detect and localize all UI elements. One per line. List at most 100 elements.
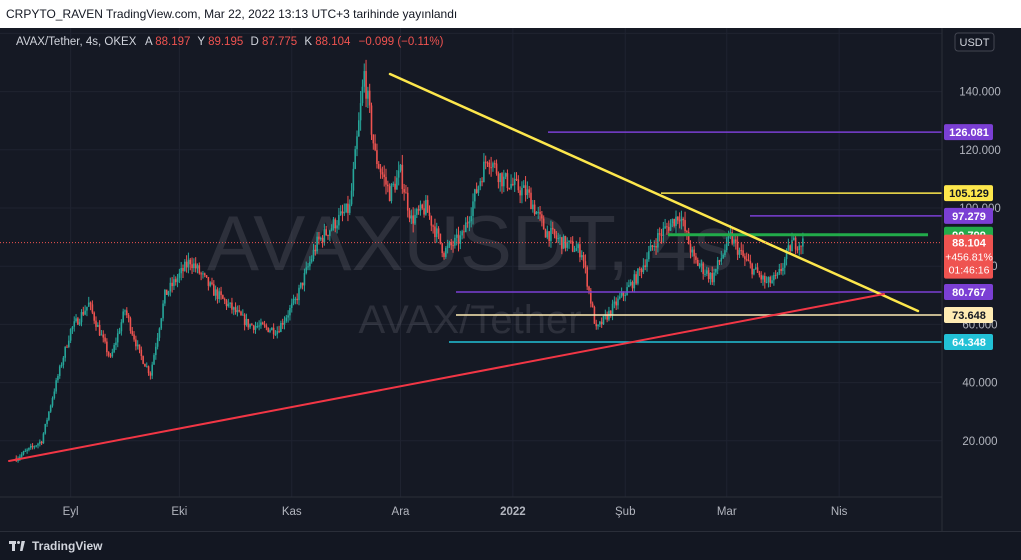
candle-body [715, 268, 717, 273]
candle-body [455, 234, 458, 238]
candle-body [102, 334, 105, 338]
price-axis[interactable]: 20.00040.00060.00080.000100.000120.00014… [959, 87, 1001, 448]
candle-body [60, 364, 63, 367]
candle-body [495, 163, 498, 174]
candle-body [620, 292, 623, 297]
candle-body [359, 103, 362, 121]
candle-body [461, 231, 463, 236]
candle-body [100, 334, 103, 336]
candle-body [312, 249, 315, 260]
level-price-label: 73.648 [952, 310, 986, 322]
candle-body [339, 211, 342, 215]
tradingview-logo[interactable]: TradingView [9, 539, 102, 553]
trend-line [388, 72, 920, 313]
level-price-label: 126.081 [949, 127, 989, 139]
candle-body [677, 216, 679, 221]
candle-body [510, 183, 512, 189]
candle-body [327, 235, 329, 237]
candle-body [209, 282, 211, 286]
candle-body [591, 303, 594, 307]
candle-body [307, 266, 309, 268]
candle-body [662, 228, 665, 236]
candle-body [687, 231, 690, 245]
candle-body [348, 204, 351, 213]
candle-body [46, 419, 48, 424]
candle-body [454, 237, 456, 246]
candle-body [243, 314, 246, 326]
candle-body [256, 326, 259, 328]
candle-body [401, 164, 404, 190]
candle-body [700, 263, 703, 266]
candle-body [116, 333, 119, 343]
candle-body [20, 454, 23, 457]
candle-body [57, 375, 59, 381]
candle-body [629, 282, 632, 286]
candle-body [97, 325, 99, 327]
candle-body [347, 203, 349, 213]
candle-body [343, 212, 346, 214]
candle-body [468, 221, 471, 223]
candle-body [82, 312, 85, 315]
candle-body [318, 236, 320, 240]
candle-body [590, 290, 592, 304]
candle-body [372, 134, 375, 144]
candle-body [490, 167, 492, 169]
candle-body [725, 238, 728, 251]
candle-body [642, 265, 645, 273]
candle-body [488, 162, 491, 168]
candle-body [609, 310, 612, 316]
candle-body [189, 259, 192, 265]
candle-body [62, 357, 65, 365]
last-price-tag [944, 234, 993, 279]
currency-button[interactable]: USDT [960, 37, 990, 49]
candle-body [358, 120, 360, 137]
candle-body [584, 261, 587, 268]
candle-body [42, 433, 45, 444]
candle-body [193, 263, 195, 269]
currency-button-bg[interactable] [954, 32, 995, 52]
candle-body [66, 346, 68, 348]
horizontal-levels[interactable] [449, 131, 942, 343]
candle-body [597, 324, 599, 327]
candle-body [283, 321, 286, 325]
candle-body [392, 183, 395, 185]
candle-body [225, 300, 228, 307]
candle-body [381, 172, 384, 175]
candle-body [789, 245, 791, 252]
candle-body [370, 105, 373, 135]
candle-body [637, 268, 639, 284]
candle-body [599, 321, 601, 325]
candle-body [671, 219, 674, 224]
candle-body [218, 291, 221, 299]
candle-body [167, 291, 170, 295]
candle-body [269, 330, 271, 333]
candle-body [323, 229, 326, 243]
candle-body [541, 214, 543, 219]
candle-body [334, 219, 337, 229]
price-chart[interactable]: AVAXUSDT, 4s AVAX/Tether 20.00040.00060.… [0, 28, 1021, 531]
candle-body [298, 287, 300, 301]
candle-body [553, 229, 556, 236]
candle-body [222, 295, 224, 299]
candle-body [515, 178, 518, 180]
candle-body [336, 225, 338, 229]
trend-lines[interactable] [8, 72, 920, 462]
level-price-tag [944, 207, 993, 224]
candle-body [314, 249, 317, 252]
candle-body [680, 218, 683, 221]
publisher-header: CRPYTO_RAVEN TradingView.com, Mar 22, 20… [0, 0, 1021, 28]
candle-body [203, 273, 206, 276]
candle-body [419, 204, 422, 211]
candle-body [716, 260, 719, 269]
chart-area[interactable]: AVAXUSDT, 4s AVAX/Tether 20.000 40.000 60.… [0, 28, 1021, 531]
candle-body [595, 323, 598, 327]
footer: TradingView [0, 531, 1021, 560]
candle-body [573, 251, 576, 253]
candle-body [416, 209, 418, 215]
time-axis[interactable]: Eyl Eki Kas Ara 2022 Şub Mar Nis [63, 506, 848, 518]
level-price-tag [944, 334, 993, 350]
candle-body [602, 316, 605, 325]
candle-body [464, 222, 467, 233]
candle-body [396, 177, 398, 190]
candle-body [309, 261, 311, 267]
